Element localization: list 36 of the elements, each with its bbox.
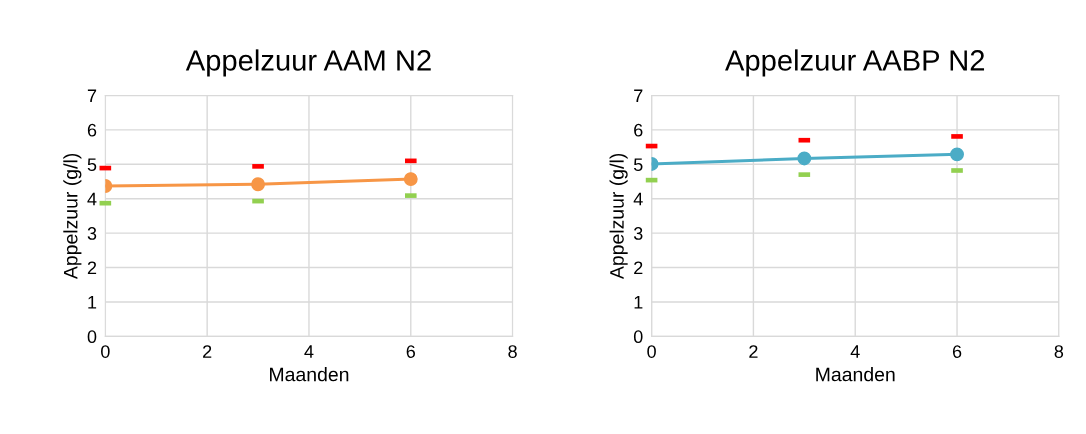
y-tick-label: 0 [87,330,97,344]
y-tick-label: 4 [87,192,97,206]
point [797,151,812,166]
y-tick-label: 0 [633,330,643,344]
y-tick-label: 7 [87,89,97,103]
x-tick-label: 0 [647,345,656,358]
x-axis-title: Maanden [270,367,349,382]
y-tick-label: 2 [87,261,97,275]
x-tick-label: 6 [952,345,962,358]
x-tick-label: 0 [101,345,110,358]
y-tick-label: 4 [633,192,643,206]
y-tick-label: 3 [633,227,643,240]
x-tick-label: 6 [406,345,416,358]
x-tick-label: 8 [1054,345,1064,358]
x-tick-label: 4 [304,345,314,358]
chart-title: Appelzuur AABP N2 [725,49,985,77]
y-tick-label: 1 [88,296,97,309]
x-tick-label: 2 [203,345,212,358]
point [403,172,418,187]
y-axis-title: Appelzuur (g/l) [63,153,82,280]
chart-title: Appelzuur AAM N2 [185,49,431,77]
y-tick-label: 6 [87,123,97,137]
y-tick-label: 6 [634,123,643,137]
y-tick-label: 2 [634,261,643,275]
y-tick-label: 7 [634,89,643,103]
x-axis-title: Maanden [816,367,895,382]
y-tick-label: 1 [634,296,643,309]
y-axis-title: Appelzuur (g/l) [609,153,628,280]
y-tick-label: 3 [87,227,97,240]
x-tick-label: 2 [749,345,758,358]
point [950,147,964,162]
y-tick-label: 5 [633,158,643,172]
point [251,177,266,192]
x-tick-label: 4 [850,345,860,358]
x-tick-label: 8 [508,345,517,358]
y-tick-label: 5 [87,158,97,172]
